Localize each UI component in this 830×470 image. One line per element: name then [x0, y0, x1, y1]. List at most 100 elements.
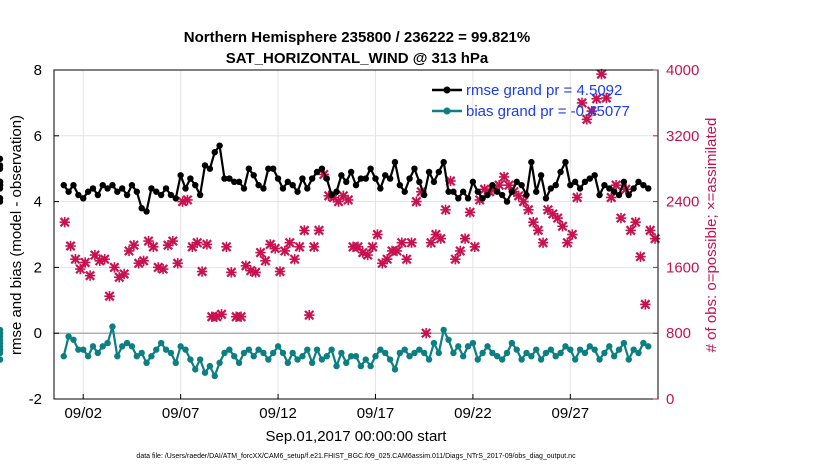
bias-point: [445, 336, 452, 343]
bias-point: [352, 353, 360, 360]
obs-marker: [201, 239, 213, 250]
bias-point: [552, 353, 559, 360]
bias-point: [172, 359, 179, 367]
obs-marker: [284, 237, 295, 248]
rmse-point: [562, 158, 569, 166]
obs-marker: [313, 225, 325, 236]
obs-marker: [289, 253, 300, 265]
bias-point: [255, 346, 262, 353]
rmse-point: [0, 185, 4, 192]
bias-point: [450, 349, 457, 357]
obs-marker: [381, 253, 393, 265]
bias-point: [70, 336, 77, 343]
rmse-point: [153, 188, 160, 195]
obs-marker: [308, 241, 320, 253]
rmse-point: [484, 191, 491, 199]
rmse-point: [640, 181, 647, 189]
obs-marker: [586, 105, 597, 117]
bias-point: [182, 346, 189, 353]
rmse-point: [221, 175, 228, 182]
bias-point: [440, 326, 447, 334]
x-tick-label: 09/17: [357, 405, 395, 422]
obs-marker: [352, 241, 364, 253]
rmse-point: [425, 168, 433, 176]
rmse-point: [357, 175, 365, 182]
obs-marker: [343, 194, 354, 206]
bias-point: [494, 353, 501, 360]
rmse-point: [187, 175, 194, 182]
bias-point: [177, 343, 184, 350]
bias-point: [479, 349, 486, 357]
bias-point: [196, 356, 204, 363]
obs-marker: [79, 257, 91, 268]
y2-tick-label: 0: [666, 391, 674, 408]
bias-point: [265, 356, 272, 363]
bias-point: [240, 349, 248, 357]
rmse-point: [157, 191, 165, 199]
bias-point: [576, 346, 584, 353]
rmse-point: [128, 181, 136, 189]
obs-marker: [420, 328, 432, 339]
obs-marker: [157, 263, 169, 275]
bias-point: [645, 343, 652, 350]
obs-marker: [503, 179, 515, 191]
bias-point: [206, 362, 214, 370]
obs-marker: [118, 268, 130, 280]
bias-point: [533, 346, 540, 353]
rmse-point: [333, 188, 340, 195]
obs-marker: [109, 262, 120, 273]
y-tick-label: 8: [34, 62, 42, 79]
bias-point: [216, 359, 223, 367]
obs-marker: [59, 216, 70, 228]
bias-point: [372, 353, 379, 360]
bias-point: [386, 356, 394, 363]
legend-rmse-marker: [443, 86, 451, 94]
rmse-point: [289, 181, 296, 189]
rmse-point: [610, 188, 618, 195]
rmse-point: [523, 191, 530, 199]
x-tick-label: 09/12: [259, 405, 297, 422]
rmse-point: [576, 185, 584, 192]
bias-point: [99, 343, 106, 350]
rmse-point: [0, 162, 4, 169]
bias-point: [333, 362, 340, 370]
obs-marker: [269, 243, 281, 254]
rmse-point: [75, 191, 82, 199]
rmse-point: [508, 188, 516, 195]
y-axis-ticks: -2 0 2 4 6 8: [29, 62, 59, 408]
rmse-point: [323, 175, 330, 182]
obs-marker: [235, 311, 247, 322]
rmse-point: [231, 178, 238, 186]
obs-marker: [537, 237, 549, 248]
bias-point: [192, 366, 199, 373]
rmse-point: [60, 181, 67, 189]
rmse-point: [557, 168, 564, 176]
rmse-point: [552, 181, 559, 189]
obs-marker: [172, 258, 183, 269]
bias-point: [401, 346, 408, 353]
obs-marker: [610, 179, 622, 191]
rmse-point: [382, 172, 389, 179]
bias-point: [65, 333, 72, 340]
rmse-point: [274, 175, 282, 182]
bias-point: [118, 343, 126, 350]
plot-frame: [53, 69, 659, 400]
rmse-point: [167, 191, 175, 199]
legend-rmse-label: rmse grand pr = 4.5092: [466, 82, 622, 99]
bias-point: [464, 343, 472, 350]
legend-bias-marker: [443, 107, 451, 115]
rmse-point: [596, 191, 603, 199]
bias-point: [537, 356, 545, 363]
obs-marker: [167, 235, 179, 247]
bias-point: [484, 343, 491, 350]
rmse-point: [537, 172, 545, 179]
obs-marker: [250, 267, 261, 278]
x-tick-label: 09/02: [64, 405, 102, 422]
rmse-point: [299, 175, 306, 182]
rmse-point: [265, 165, 272, 172]
bias-point: [635, 349, 642, 357]
bias-point: [362, 356, 369, 363]
rmse-point: [84, 188, 92, 195]
rmse-point: [401, 188, 408, 195]
x-tick-label: 09/22: [454, 405, 492, 422]
